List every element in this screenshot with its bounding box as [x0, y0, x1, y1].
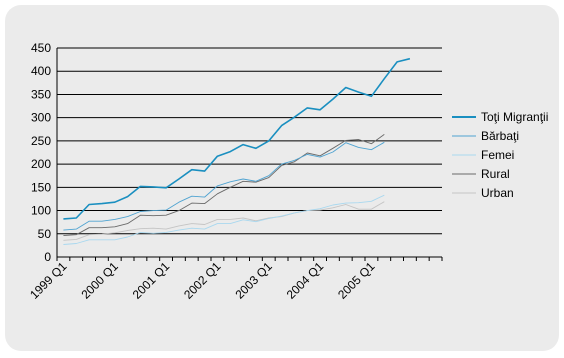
x-tick-label: 2003 Q1 — [232, 259, 275, 302]
y-tick-label: 150 — [31, 180, 51, 194]
legend-label: Bărbaţi — [481, 129, 519, 143]
y-tick-label: 250 — [31, 134, 51, 148]
x-tick-label: 2001 Q1 — [130, 259, 173, 302]
x-tick-label: 2002 Q1 — [181, 259, 224, 302]
y-tick-label: 350 — [31, 87, 51, 101]
series-line-Bărbaţi — [63, 141, 385, 231]
legend-label: Urban — [481, 186, 514, 200]
chart-panel — [5, 5, 559, 351]
series-line-Femei — [63, 194, 385, 245]
x-tick-label: 1999 Q1 — [27, 259, 70, 302]
legend-label: Toţi Migranţii — [481, 110, 548, 124]
y-tick-label: 300 — [31, 111, 51, 125]
y-tick-label: 50 — [38, 227, 52, 241]
legend-label: Rural — [481, 167, 510, 181]
x-tick-label: 2005 Q1 — [335, 259, 378, 302]
y-tick-label: 200 — [31, 157, 51, 171]
y-tick-label: 0 — [44, 250, 51, 264]
series-line-Urban — [63, 201, 385, 241]
x-tick-label: 2000 Q1 — [78, 259, 121, 302]
series-line-Rural — [63, 134, 385, 237]
y-tick-label: 400 — [31, 64, 51, 78]
x-tick-label: 2004 Q1 — [284, 259, 327, 302]
y-tick-label: 100 — [31, 204, 51, 218]
y-tick-label: 450 — [31, 41, 51, 55]
series-line-Toţi Migranţii — [63, 57, 411, 220]
legend-label: Femei — [481, 148, 514, 162]
